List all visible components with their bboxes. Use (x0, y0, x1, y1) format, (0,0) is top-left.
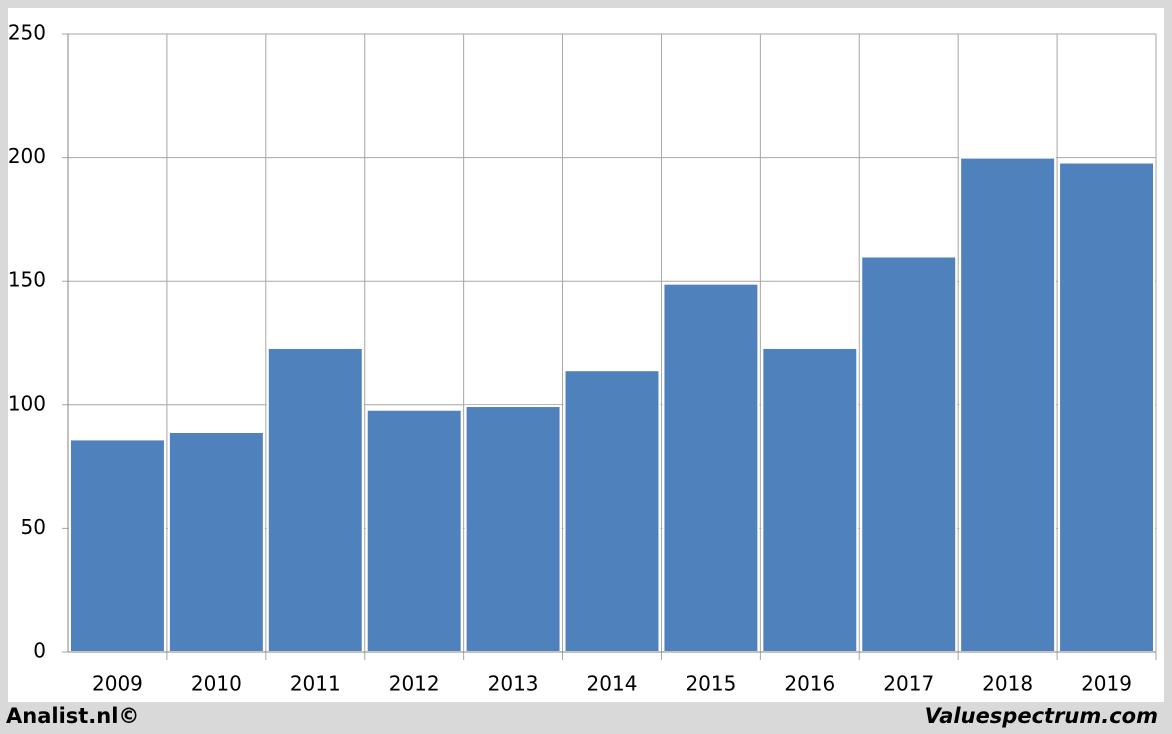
bar (365, 408, 463, 653)
y-tick-label: 100 (8, 391, 46, 415)
bar (860, 255, 958, 653)
x-tick-label: 2015 (685, 672, 736, 696)
y-tick-label: 150 (8, 268, 46, 292)
footer-right: Valuespectrum.com (925, 704, 1158, 728)
x-tick-label: 2009 (92, 672, 143, 696)
x-tick-label: 2014 (587, 672, 638, 696)
bar (563, 369, 661, 653)
x-tick-label: 2010 (191, 672, 242, 696)
x-tick-label: 2012 (389, 672, 440, 696)
x-tick-label: 2011 (290, 672, 341, 696)
bar (1058, 161, 1156, 653)
y-tick-label: 200 (8, 144, 46, 168)
bar (662, 282, 760, 653)
bar (266, 346, 364, 653)
x-tick-label: 2019 (1081, 672, 1132, 696)
y-tick-label: 0 (33, 639, 46, 663)
footer-left: Analist.nl© (6, 704, 139, 728)
x-tick-label: 2018 (982, 672, 1033, 696)
bar (959, 156, 1057, 653)
bar (761, 346, 859, 653)
bar (464, 405, 562, 654)
bar (167, 430, 265, 653)
y-tick-label: 50 (21, 515, 46, 539)
y-tick-label: 250 (8, 21, 46, 45)
x-tick-label: 2013 (488, 672, 539, 696)
x-tick-label: 2016 (784, 672, 835, 696)
bar (68, 438, 166, 653)
x-tick-label: 2017 (883, 672, 934, 696)
